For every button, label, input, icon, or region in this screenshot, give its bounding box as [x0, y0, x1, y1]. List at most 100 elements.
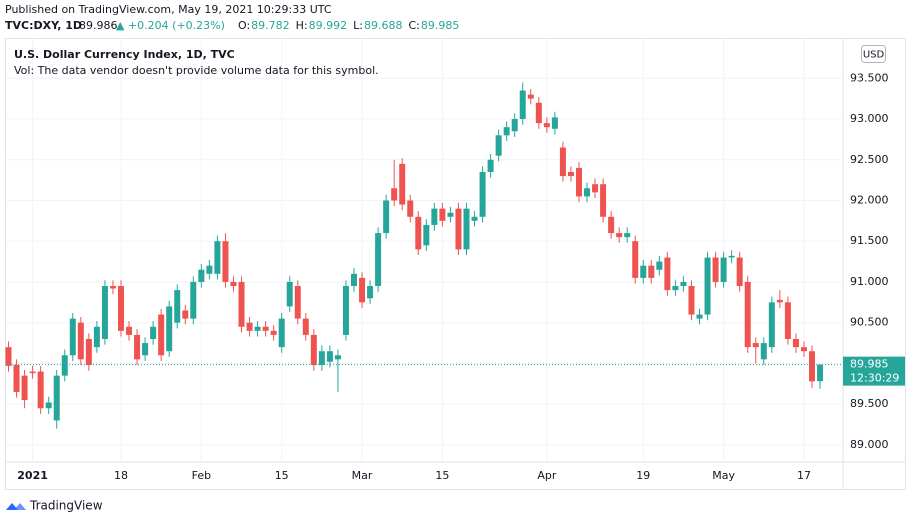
- grid: [6, 39, 843, 462]
- candle-body: [584, 188, 591, 197]
- logo-icon: [6, 503, 18, 510]
- candle-body: [326, 351, 333, 362]
- y-tick-label: 89.000: [850, 438, 889, 451]
- candle-body: [117, 286, 124, 331]
- candle-body: [238, 281, 245, 327]
- ohlc-values: O: 89.782 H: 89.992 L: 89.688 C: 89.985: [238, 19, 459, 32]
- candle-body: [5, 347, 12, 366]
- candle-body: [246, 322, 253, 331]
- axes: 89.00089.50090.00090.50091.00091.50092.0…: [17, 71, 905, 482]
- candle-body: [752, 343, 759, 348]
- candle-body: [672, 286, 679, 291]
- candle-body: [519, 90, 526, 120]
- brand: TradingView: [29, 499, 103, 513]
- candle-body: [158, 314, 165, 356]
- candle-body: [166, 306, 173, 352]
- candle-body: [728, 255, 735, 258]
- y-tick-label: 93.500: [850, 71, 889, 84]
- candle-body: [69, 318, 76, 356]
- symbol: TVC:DXY, 1D: [5, 19, 82, 32]
- candle-body: [29, 371, 36, 374]
- ohlc-value: 89.688: [364, 19, 403, 32]
- candle-body: [61, 355, 68, 376]
- candle-body: [656, 261, 663, 270]
- candle-body: [391, 188, 398, 201]
- candle-body: [567, 171, 574, 177]
- candle-body: [190, 281, 197, 319]
- candle-body: [616, 233, 623, 238]
- candle-body: [527, 94, 534, 99]
- candle-body: [222, 241, 229, 282]
- change: ▲ +0.204 (+0.23%): [116, 19, 225, 32]
- currency[interactable]: USD: [863, 50, 885, 61]
- candle-body: [407, 200, 414, 217]
- candle-body: [53, 375, 60, 421]
- last-price-label: 89.985: [850, 358, 889, 371]
- candle-body: [302, 318, 309, 335]
- candle-body: [495, 135, 502, 156]
- candle-body: [230, 281, 237, 287]
- candle-body: [592, 184, 599, 193]
- candle-body: [487, 159, 494, 172]
- x-tick-label: 2021: [17, 469, 48, 482]
- candle-body: [21, 375, 28, 401]
- candle-body: [479, 171, 486, 217]
- candle-body: [206, 265, 213, 274]
- candle-body: [101, 286, 108, 339]
- ohlc-label: O:: [238, 19, 250, 32]
- candle-body: [13, 365, 20, 392]
- candle-body: [575, 167, 582, 197]
- candle-body: [712, 257, 719, 282]
- x-tick-label: 15: [435, 469, 449, 482]
- candle-body: [503, 127, 510, 136]
- last-price-badge: [843, 356, 905, 386]
- candle-body: [608, 216, 615, 234]
- candle-body: [134, 334, 141, 360]
- candle-body: [399, 163, 406, 205]
- candle-body: [439, 208, 446, 221]
- y-tick-label: 91.500: [850, 234, 889, 247]
- candle-body: [551, 117, 558, 129]
- currency-badge[interactable]: [861, 45, 886, 63]
- candle-body: [535, 102, 542, 124]
- candle-body: [511, 119, 518, 132]
- candle-body: [600, 184, 607, 217]
- candle-body: [648, 265, 655, 278]
- chart-title: U.S. Dollar Currency Index, 1D, TVC: [14, 48, 235, 61]
- candle-body: [680, 281, 687, 287]
- published-line: Published on TradingView.com, May 19, 20…: [5, 3, 332, 16]
- candle-body: [632, 241, 639, 278]
- candle-body: [342, 286, 349, 335]
- y-tick-label: 92.500: [850, 153, 889, 166]
- y-tick-label: 90.500: [850, 316, 889, 329]
- y-tick-label: 93.000: [850, 112, 889, 125]
- candle-body: [431, 208, 438, 225]
- candle-body: [704, 257, 711, 315]
- candle-body: [696, 314, 703, 319]
- chart-subtitle: Vol: The data vendor doesn't provide vol…: [14, 64, 379, 77]
- candle-body: [254, 326, 261, 331]
- x-tick-label: May: [712, 469, 735, 482]
- ohlc-value: 89.782: [251, 19, 290, 32]
- candle-body: [471, 216, 478, 221]
- x-tick-label: 15: [275, 469, 289, 482]
- candle-body: [720, 257, 727, 282]
- candle-body: [310, 334, 317, 366]
- brand-logo: TradingView: [6, 499, 103, 513]
- candle-body: [142, 343, 149, 356]
- candle-body: [447, 212, 454, 217]
- candle-body: [318, 351, 325, 366]
- candle-body: [640, 265, 647, 278]
- x-tick-label: Feb: [192, 469, 211, 482]
- candle-body: [270, 330, 277, 335]
- candle-body: [262, 326, 269, 331]
- candle-body: [77, 322, 84, 360]
- candle-body: [744, 281, 751, 348]
- candle-body: [776, 299, 783, 303]
- y-tick-label: 91.000: [850, 275, 889, 288]
- candle-body: [278, 318, 285, 348]
- candle-body: [760, 343, 767, 360]
- x-tick-label: Apr: [537, 469, 557, 482]
- candle-body: [150, 326, 157, 339]
